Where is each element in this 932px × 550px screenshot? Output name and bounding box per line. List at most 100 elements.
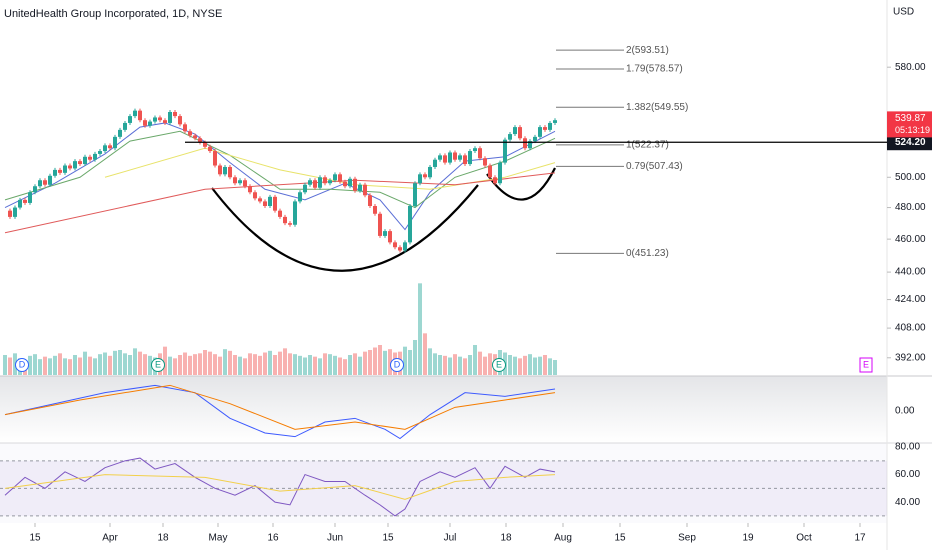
volume-bar — [348, 355, 352, 375]
macd-pane — [0, 376, 887, 442]
volume-bar — [183, 352, 187, 375]
candle-body — [43, 180, 47, 185]
rsi-line — [4, 474, 556, 500]
candle-body — [528, 141, 532, 149]
candle-body — [353, 178, 357, 191]
x-tick-label: Jun — [327, 533, 343, 544]
candle-body — [153, 117, 157, 122]
candle-body — [113, 136, 117, 149]
volume-bar — [293, 354, 297, 375]
volume-bar — [333, 355, 337, 375]
candle-body — [398, 247, 402, 251]
candle-body — [248, 186, 252, 193]
volume-bar — [473, 345, 477, 375]
candle-body — [28, 192, 32, 203]
volume-bar — [143, 354, 147, 375]
candle-body — [448, 152, 452, 163]
volume-bar — [343, 359, 347, 375]
candle-body — [393, 242, 397, 248]
moving-average — [4, 172, 556, 234]
x-tick-label: May — [209, 533, 228, 544]
volume-bar — [323, 353, 327, 375]
volume-bar — [358, 356, 362, 375]
volume-bar — [368, 350, 372, 375]
candle-body — [438, 155, 442, 160]
volume-bar — [383, 350, 387, 375]
volume-bar — [373, 347, 377, 375]
candle-body — [83, 156, 87, 165]
candle-body — [348, 178, 352, 187]
x-tick-label: 15 — [614, 533, 626, 544]
volume-bar — [548, 358, 552, 375]
volume-bar — [73, 355, 77, 375]
candle-body — [273, 196, 277, 211]
candle-body — [128, 116, 132, 123]
event-marker — [492, 358, 506, 372]
y-tick-label: 440.00 — [895, 267, 926, 278]
volume-bar — [538, 356, 542, 375]
candle-body — [313, 180, 317, 188]
candle-body — [233, 177, 237, 184]
candle-body — [423, 174, 427, 178]
candle-body — [303, 184, 307, 193]
last-price-tag — [887, 111, 932, 138]
x-tick-label: 17 — [854, 533, 866, 544]
candle-body — [88, 156, 92, 160]
candle-body — [453, 152, 457, 160]
volume-bar — [58, 353, 62, 375]
event-label: E — [496, 359, 502, 369]
x-tick-label: 15 — [382, 533, 394, 544]
candle-body — [213, 151, 217, 166]
y-tick-label: 408.00 — [895, 323, 926, 334]
candle-body — [258, 198, 262, 202]
volume-bar — [13, 353, 17, 375]
event-marker — [859, 357, 873, 373]
volume-bar — [438, 355, 442, 375]
candle-body — [118, 129, 122, 137]
candle-body — [498, 162, 502, 184]
candle-body — [143, 120, 147, 126]
volume-bar — [273, 355, 277, 375]
candle-body — [513, 127, 517, 135]
candle-body — [63, 165, 67, 173]
volume-bar — [483, 356, 487, 375]
volume-bar — [248, 353, 252, 375]
volume-bar — [543, 355, 547, 375]
volume-bar — [188, 355, 192, 375]
candle-body — [473, 148, 477, 152]
volume-bar — [213, 354, 217, 375]
candle-body — [208, 146, 212, 152]
candle-body — [238, 180, 242, 184]
candle-body — [333, 174, 337, 181]
cup-arc — [211, 184, 479, 272]
event-marker — [390, 358, 404, 372]
event-label: D — [19, 359, 26, 369]
candle-body — [168, 112, 172, 123]
candle-body — [388, 231, 392, 243]
volume-bar — [523, 355, 527, 375]
volume-bar — [48, 358, 52, 375]
macd-line — [4, 384, 556, 430]
volume-bar — [53, 355, 57, 375]
volume-bar — [303, 357, 307, 375]
candle-body — [203, 142, 207, 147]
candle-body — [278, 210, 282, 217]
candle-body — [188, 131, 192, 136]
candle-body — [553, 120, 557, 123]
volume-bar — [68, 359, 72, 375]
volume-bar — [388, 349, 392, 375]
candle-body — [68, 165, 72, 169]
x-tick-label: 16 — [267, 533, 279, 544]
volume-bar — [113, 350, 117, 375]
candle-body — [158, 117, 162, 121]
volume-bar — [278, 351, 282, 375]
candle-body — [483, 158, 487, 166]
candle-body — [183, 124, 187, 132]
candle-body — [538, 127, 542, 137]
volume-bar — [448, 357, 452, 375]
candle-body — [18, 199, 22, 208]
volume-bar — [363, 351, 367, 375]
volume-bar — [518, 358, 522, 375]
x-tick-label: Sep — [678, 533, 696, 544]
candle-body — [293, 201, 297, 225]
